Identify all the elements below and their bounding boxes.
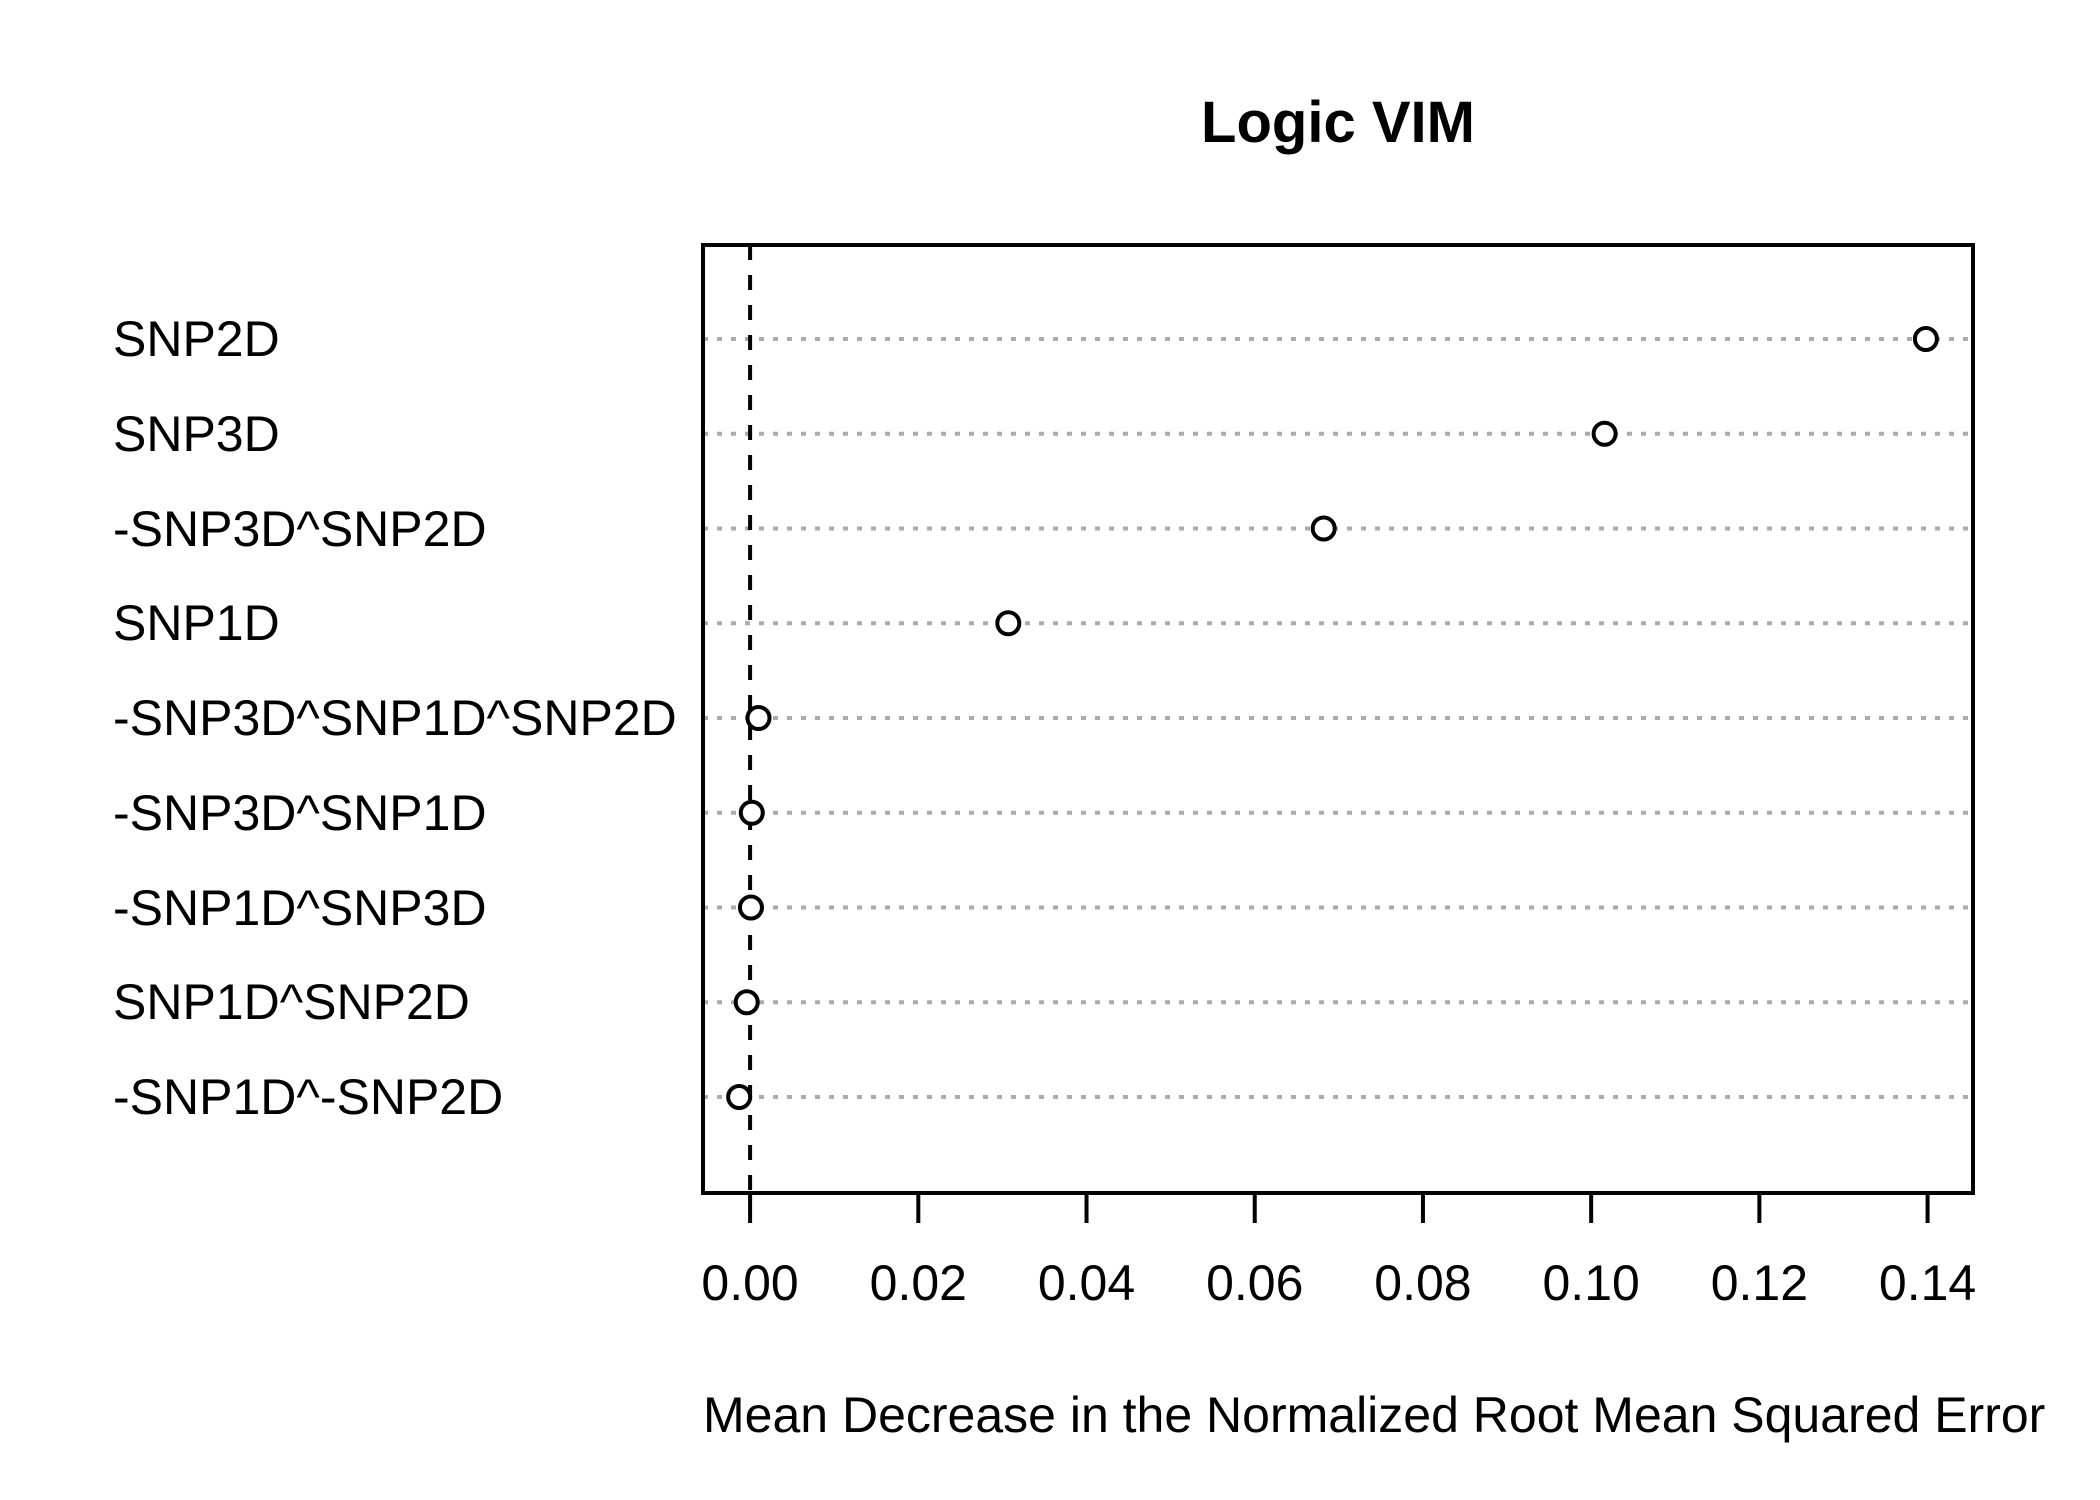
- data-point: [1912, 326, 1939, 352]
- y-axis-label: SNP2D: [113, 311, 280, 367]
- x-tick-label: 0.02: [869, 1255, 967, 1311]
- y-axis-label: -SNP1D^-SNP2D: [113, 1069, 504, 1125]
- y-axis-label: SNP1D^SNP2D: [113, 974, 470, 1031]
- y-axis-label: SNP1D: [113, 595, 280, 652]
- x-tick-label: 0.14: [1878, 1255, 1977, 1311]
- x-axis-title: Mean Decrease in the Normalized Root Mea…: [703, 1387, 2046, 1443]
- data-point: [1591, 420, 1618, 447]
- data-point: [738, 799, 765, 826]
- x-tick-label: 0.00: [701, 1255, 799, 1311]
- data-point: [737, 894, 764, 921]
- y-axis-label: -SNP3D^SNP2D: [113, 500, 487, 557]
- x-tick-label: 0.06: [1206, 1255, 1304, 1311]
- x-tick-label: 0.10: [1542, 1255, 1640, 1311]
- y-axis-label: -SNP1D^SNP3D: [113, 879, 487, 936]
- x-tick-label: 0.04: [1037, 1255, 1136, 1311]
- plot-box: [701, 243, 1975, 1195]
- data-point: [1310, 515, 1337, 542]
- data-point: [995, 610, 1022, 637]
- data-point: [733, 989, 760, 1016]
- y-axis-label: -SNP3D^SNP1D: [113, 784, 487, 841]
- data-point: [726, 1084, 753, 1110]
- data-point: [745, 705, 772, 731]
- y-axis-label: SNP3D: [113, 405, 280, 462]
- x-tick-label: 0.12: [1710, 1255, 1809, 1311]
- x-tick-label: 0.08: [1374, 1255, 1472, 1311]
- chart-title: Logic VIM: [1201, 90, 1475, 155]
- y-axis-label: -SNP3D^SNP1D^SNP2D: [113, 690, 677, 746]
